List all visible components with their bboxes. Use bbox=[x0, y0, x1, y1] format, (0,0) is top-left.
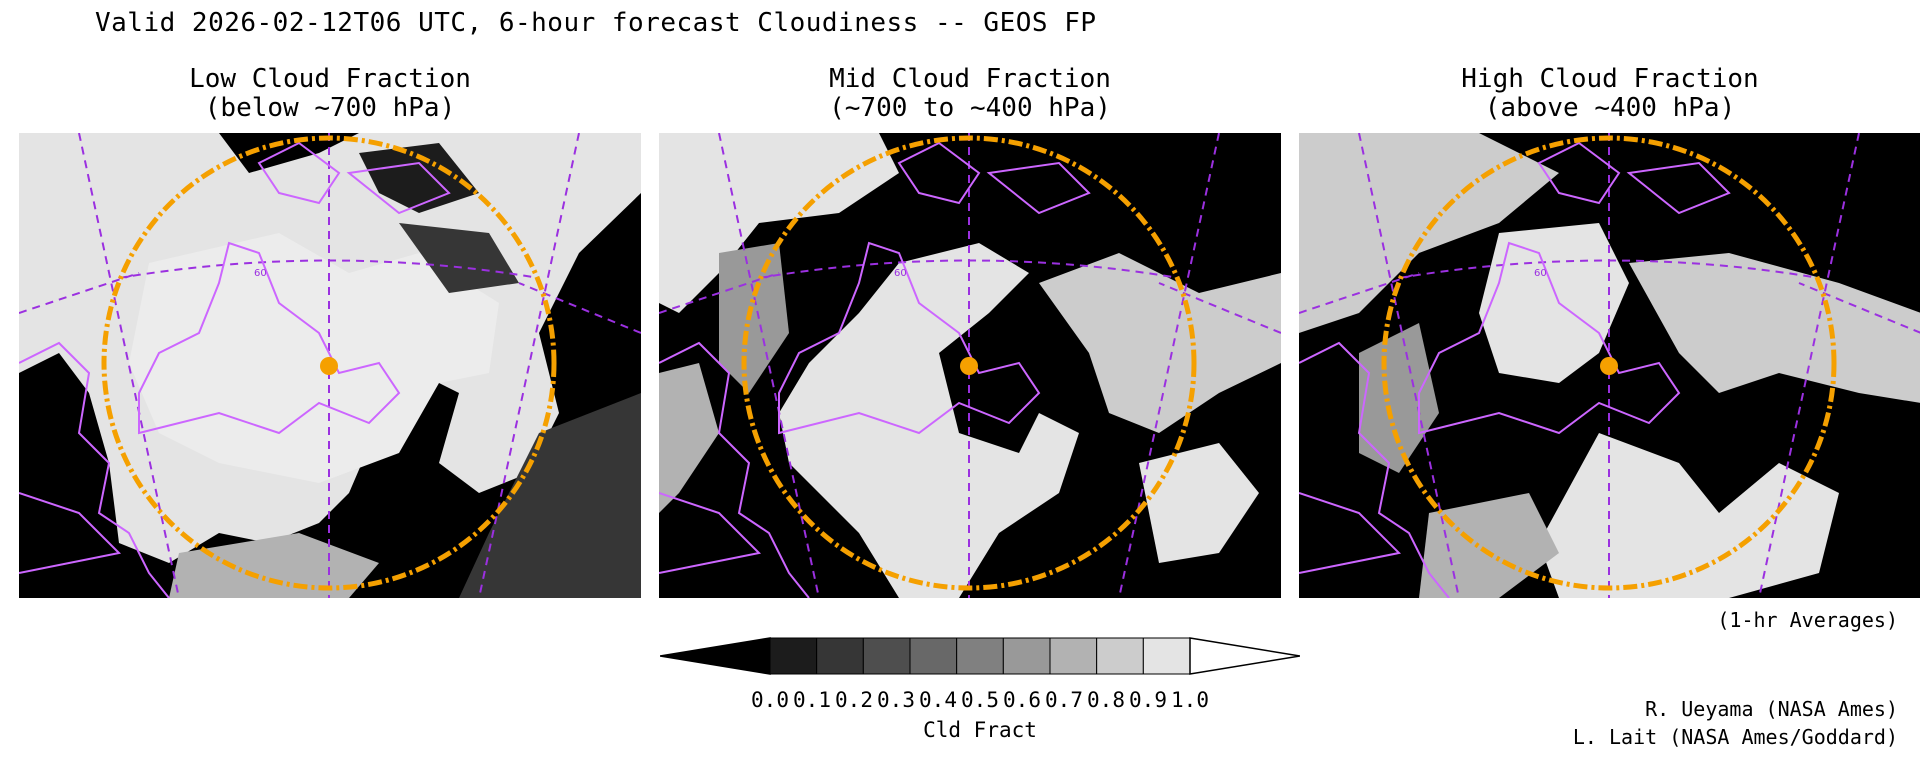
colorbar-cell bbox=[909, 637, 958, 675]
lat-lon-grid bbox=[1299, 133, 1920, 598]
colorbar-ticks: 0.0 0.1 0.2 0.3 0.4 0.5 0.6 0.7 0.8 0.9 1.0 bbox=[0, 688, 1920, 716]
cloud-field bbox=[719, 243, 789, 393]
lat-lon-grid bbox=[659, 133, 1281, 598]
averaging-note: (1-hr Averages) bbox=[1717, 608, 1898, 632]
cloud-field bbox=[1299, 133, 1559, 333]
colorbar-high-extend bbox=[1189, 637, 1300, 675]
lat-label-60: 60 bbox=[1534, 268, 1547, 279]
site-marker bbox=[960, 357, 978, 375]
credit-line-1: R. Ueyama (NASA Ames) bbox=[1645, 697, 1898, 721]
colorbar-tick-label: 0.8 bbox=[1087, 688, 1125, 712]
panel-low-title-line2: (below ~700 hPa) bbox=[204, 93, 456, 123]
map-panel-low-cloud: 60 bbox=[19, 133, 641, 598]
colorbar-tick-label: 0.9 bbox=[1129, 688, 1167, 712]
cloud-field bbox=[459, 393, 641, 598]
colorbar-tick-label: 0.7 bbox=[1045, 688, 1083, 712]
cloud-field bbox=[399, 223, 519, 293]
cloud-field bbox=[19, 423, 109, 598]
map-panel-mid-cloud: 60 bbox=[659, 133, 1281, 598]
colorbar bbox=[660, 637, 1300, 675]
colorbar-tick-label: 0.3 bbox=[877, 688, 915, 712]
panel-high-title-line2: (above ~400 hPa) bbox=[1484, 93, 1736, 123]
cloud-field bbox=[659, 363, 719, 513]
colorbar-cell bbox=[956, 637, 1004, 675]
cloud-field bbox=[1039, 253, 1281, 433]
colorbar-tick-label: 0.5 bbox=[961, 688, 999, 712]
panel-low-title: Low Cloud Fraction (below ~700 hPa) bbox=[20, 65, 640, 123]
site-marker bbox=[320, 357, 338, 375]
panel-mid-title-line1: Mid Cloud Fraction bbox=[829, 64, 1111, 94]
colorbar-tick-label: 0.2 bbox=[835, 688, 873, 712]
lat-label-60: 60 bbox=[254, 268, 267, 279]
panel-low-title-line1: Low Cloud Fraction bbox=[189, 64, 471, 94]
colorbar-cells bbox=[660, 637, 1300, 675]
cloud-field bbox=[169, 533, 379, 598]
site-marker bbox=[1600, 357, 1618, 375]
colorbar-tick-label: 1.0 bbox=[1171, 688, 1209, 712]
colorbar-cell bbox=[1142, 637, 1191, 675]
cloud-field bbox=[1359, 323, 1439, 473]
colorbar-cell bbox=[769, 637, 818, 675]
cloud-field bbox=[359, 143, 479, 213]
panel-mid-title-line2: (~700 to ~400 hPa) bbox=[829, 93, 1111, 123]
colorbar-cell bbox=[1002, 637, 1051, 675]
colorbar-cell bbox=[816, 637, 864, 675]
colorbar-low-extend bbox=[660, 637, 771, 675]
colorbar-cell bbox=[1049, 637, 1098, 675]
range-ring bbox=[741, 135, 1197, 591]
colorbar-tick-label: 0.4 bbox=[919, 688, 957, 712]
cloud-field bbox=[1539, 433, 1839, 598]
coastlines bbox=[659, 141, 1091, 598]
panel-high-title: High Cloud Fraction (above ~400 hPa) bbox=[1300, 65, 1920, 123]
credit-line-2: L. Lait (NASA Ames/Goddard) bbox=[1572, 725, 1898, 749]
lat-lon-grid bbox=[19, 133, 641, 598]
colorbar-tick-label: 0.0 bbox=[751, 688, 789, 712]
cloud-field bbox=[129, 233, 499, 483]
range-ring bbox=[1381, 135, 1837, 591]
panel-high-title-line1: High Cloud Fraction bbox=[1461, 64, 1759, 94]
page-title: Valid 2026-02-12T06 UTC, 6-hour forecast… bbox=[95, 8, 1097, 38]
colorbar-cell bbox=[862, 637, 911, 675]
colorbar-cell bbox=[1096, 637, 1144, 675]
map-low-cloud-svg: 60 bbox=[19, 133, 641, 598]
colorbar-tick-label: 0.1 bbox=[793, 688, 831, 712]
cloud-field bbox=[779, 243, 1079, 598]
map-mid-cloud-svg: 60 bbox=[659, 133, 1281, 598]
panel-mid-title: Mid Cloud Fraction (~700 to ~400 hPa) bbox=[660, 65, 1280, 123]
colorbar-label: Cld Fract bbox=[923, 718, 1037, 742]
cloud-field bbox=[1629, 253, 1920, 403]
lat-label-60: 60 bbox=[894, 268, 907, 279]
map-high-cloud-svg: 60 bbox=[1299, 133, 1920, 598]
coastlines bbox=[19, 141, 451, 598]
map-panel-high-cloud: 60 bbox=[1299, 133, 1920, 598]
colorbar-tick-label: 0.6 bbox=[1003, 688, 1041, 712]
cloud-field bbox=[1139, 443, 1259, 563]
range-ring bbox=[101, 135, 557, 591]
coastlines bbox=[1299, 141, 1731, 598]
